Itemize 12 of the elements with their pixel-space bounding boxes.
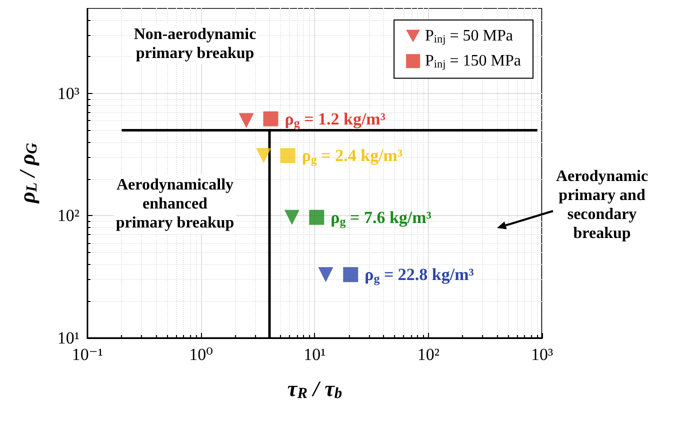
y-tick-label: 10³ (57, 84, 80, 103)
y-tick-label: 10¹ (57, 328, 80, 348)
x-tick-label: 10² (417, 345, 440, 364)
x-tick-label: 10¹ (304, 345, 326, 364)
y-axis-title: ρL / ρG (14, 142, 40, 204)
annotation: Non-aerodynamic primary breakup (134, 26, 256, 62)
y-tick-label: 10² (57, 206, 80, 226)
x-tick-label: 10⁰ (189, 345, 214, 364)
x-tick-label: 10³ (530, 345, 554, 364)
x-tick-label: 10⁻¹ (72, 345, 103, 364)
annotation: Aerodynamically enhanced primary breakup (116, 176, 234, 232)
text: Aerodynamic primary and secondary breakup (556, 168, 648, 242)
